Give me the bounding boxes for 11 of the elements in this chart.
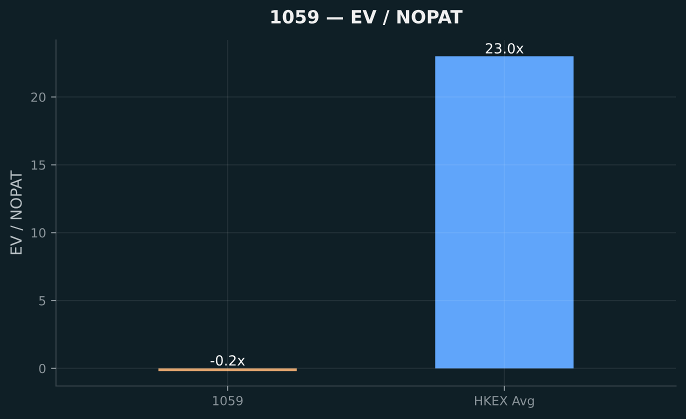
y-tick-label: 20 — [31, 92, 46, 102]
y-tick-label: 15 — [32, 160, 46, 170]
x-tick-label: HKEX Avg — [475, 396, 534, 408]
data-label: 23.0x — [486, 43, 524, 54]
y-axis-title: EV / NOPAT — [10, 170, 24, 254]
data-label: -0.2x — [210, 355, 245, 366]
chart-title: 1059 — EV / NOPAT — [271, 10, 463, 26]
y-tick-label: 10 — [32, 228, 46, 238]
y-tick-label: 0 — [39, 364, 46, 374]
x-tick-label: 1059 — [213, 396, 243, 406]
y-tick-label: 5 — [39, 296, 46, 306]
